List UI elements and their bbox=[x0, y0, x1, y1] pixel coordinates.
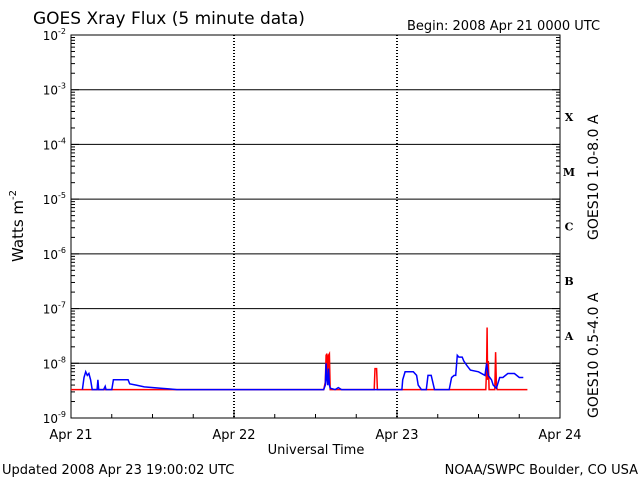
flare-class-b: B bbox=[564, 275, 573, 288]
grid-lines bbox=[71, 89, 560, 364]
source-credit: NOAA/SWPC Boulder, CO USA bbox=[445, 463, 638, 478]
x-axis-ticks: Apr 21 Apr 22 Apr 23 Apr 24 bbox=[49, 410, 582, 443]
flare-class-a: A bbox=[564, 330, 574, 343]
x-tick-label: Apr 21 bbox=[49, 428, 92, 443]
series-short-wavelength bbox=[81, 353, 524, 391]
series-long-wavelength bbox=[71, 327, 528, 391]
begin-label: Begin: 2008 Apr 21 0000 UTC bbox=[407, 19, 600, 34]
updated-timestamp: Updated 2008 Apr 23 19:00:02 UTC bbox=[2, 463, 234, 478]
chart-title: GOES Xray Flux (5 minute data) bbox=[33, 9, 305, 29]
y-tick-label: 10-7 bbox=[43, 301, 66, 317]
flare-class-c: C bbox=[565, 221, 574, 234]
y-tick-label: 10-4 bbox=[43, 136, 66, 152]
y-tick-label: 10-9 bbox=[43, 410, 66, 426]
y-tick-label: 10-5 bbox=[43, 191, 66, 207]
y-tick-label: 10-6 bbox=[43, 246, 66, 262]
y-axis-label-group: Watts m-2 bbox=[8, 190, 27, 262]
x-axis-label: Universal Time bbox=[268, 443, 365, 458]
legend-red-group: GOES10 1.0-8.0 A bbox=[586, 114, 602, 240]
x-tick-label: Apr 23 bbox=[375, 428, 418, 443]
y-axis-ticks: 10-2 10-3 10-4 10-5 10-6 10-7 10-8 10-9 bbox=[43, 27, 560, 426]
legend-goes10-short: GOES10 0.5-4.0 A bbox=[586, 292, 602, 418]
x-tick-label: Apr 24 bbox=[538, 428, 581, 443]
flare-class-m: M bbox=[563, 166, 575, 179]
x-tick-label: Apr 22 bbox=[212, 428, 255, 443]
y-tick-label: 10-3 bbox=[43, 82, 66, 98]
legend-goes10-long: GOES10 1.0-8.0 A bbox=[586, 114, 602, 240]
y-tick-label: 10-8 bbox=[43, 355, 66, 371]
legend-blue-group: GOES10 0.5-4.0 A bbox=[586, 292, 602, 418]
day-dividers bbox=[233, 35, 398, 418]
y-tick-label: 10-2 bbox=[43, 27, 66, 43]
y-axis-label: Watts m-2 bbox=[8, 190, 27, 262]
flare-class-x: X bbox=[565, 111, 574, 124]
data-series bbox=[71, 327, 528, 391]
flare-class-labels: X M C B A bbox=[563, 111, 575, 343]
